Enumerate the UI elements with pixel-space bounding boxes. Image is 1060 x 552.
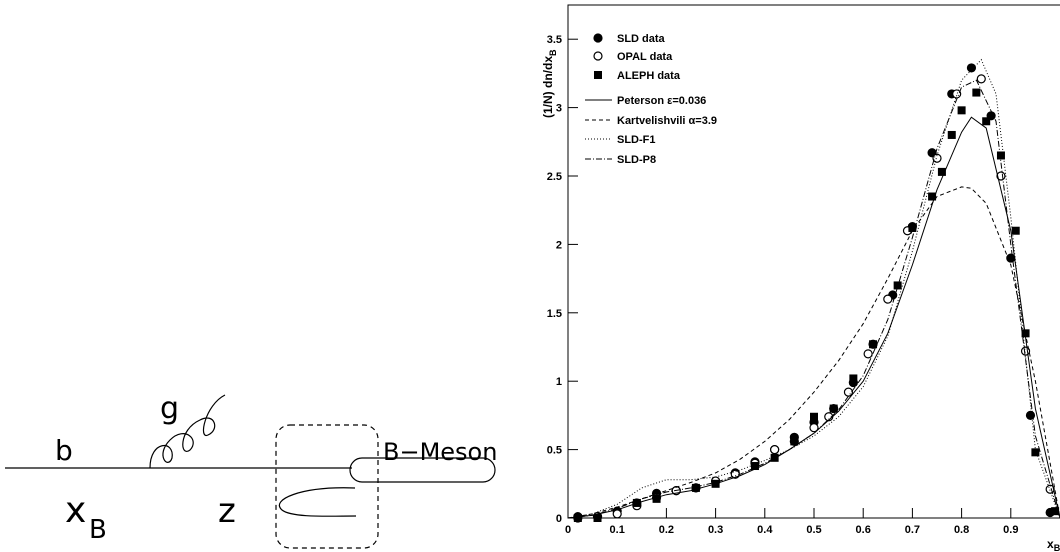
y-tick-label: 3.5	[547, 34, 562, 46]
y-tick-label: 1	[556, 376, 562, 388]
circle-marker	[809, 423, 819, 433]
square-marker	[893, 281, 902, 290]
legend-label: OPAL data	[617, 51, 673, 63]
x-axis-title-main: x	[1047, 537, 1054, 551]
circle-marker	[952, 89, 962, 99]
legend-label: ALEPH data	[617, 70, 681, 82]
hadronisation-box	[275, 424, 379, 549]
gluon-label: g	[160, 391, 179, 426]
square-marker	[869, 340, 878, 349]
plot-frame	[567, 4, 1060, 519]
square-marker	[829, 404, 838, 413]
square-marker	[750, 462, 759, 471]
x-tick-label: 0.1	[610, 524, 625, 536]
square-marker	[652, 494, 661, 503]
square-marker	[908, 223, 917, 232]
meson-label: B−Meson	[383, 438, 497, 466]
square-marker	[982, 117, 991, 126]
fraction-sub: B	[89, 515, 107, 545]
circle-marker	[883, 294, 893, 304]
square-marker	[996, 151, 1005, 160]
y-tick-label: 1.5	[547, 308, 562, 320]
square-marker	[770, 453, 779, 462]
x-tick-label: 0.2	[659, 524, 674, 536]
square-marker	[790, 437, 799, 446]
circle-marker	[593, 51, 603, 61]
square-marker	[947, 130, 956, 139]
x-axis-title-sub: B	[1054, 543, 1060, 552]
circle-marker	[843, 387, 854, 397]
y-tick-label: 2	[556, 239, 562, 251]
gluon	[149, 394, 226, 469]
quark-label: b	[55, 434, 73, 467]
square-marker	[937, 167, 946, 176]
square-marker	[691, 483, 700, 492]
legend-label: SLD-P8	[617, 154, 656, 166]
square-marker	[1051, 507, 1060, 516]
x-tick-label: 0.7	[905, 524, 920, 536]
x-axis-title: xB	[1047, 537, 1060, 552]
legend-label: Kartvelishvili α=3.9	[617, 115, 717, 127]
square-marker	[593, 514, 602, 522]
circle-marker	[932, 153, 942, 163]
curve	[567, 186, 1060, 519]
square-marker	[928, 192, 937, 201]
circle-marker	[976, 74, 986, 84]
circle-marker	[770, 445, 780, 455]
circle-marker	[966, 63, 977, 73]
square-marker	[573, 514, 582, 522]
y-tick-label: 3	[556, 103, 562, 115]
x-tick-label: 0.3	[708, 524, 723, 536]
y-tick-label: 0.5	[547, 445, 562, 457]
circle-marker	[863, 349, 873, 359]
square-marker	[1011, 226, 1020, 235]
square-marker	[972, 88, 981, 97]
legend-label: SLD-F1	[617, 134, 656, 146]
y-axis-title-sub: B	[548, 49, 558, 56]
x-tick-label: 0.8	[954, 524, 969, 536]
square-marker	[849, 374, 858, 383]
meson	[349, 457, 496, 483]
y-tick-label: 0	[556, 513, 562, 525]
legend-label: Peterson ε=0.036	[617, 95, 706, 107]
x-tick-label: 0.6	[856, 524, 871, 536]
square-marker	[594, 71, 602, 79]
fraction-label: x	[65, 490, 86, 531]
x-tick-label: 0.9	[1003, 524, 1018, 536]
y-axis-title-main: (1/N) dn/dx	[541, 56, 555, 118]
square-marker	[1031, 448, 1040, 457]
x-tick-label: 0.5	[806, 524, 821, 536]
x-tick-label: 0	[565, 524, 571, 536]
square-marker	[810, 412, 818, 421]
legend-label: SLD data	[617, 33, 666, 45]
curve	[567, 116, 1060, 519]
curve	[567, 58, 1060, 519]
square-marker	[957, 106, 966, 115]
circle-marker	[612, 509, 622, 519]
y-tick-label: 2.5	[547, 171, 562, 183]
z-label: z	[218, 491, 236, 531]
diagram: b g x B z B−Meson	[5, 391, 497, 549]
chart: (1/N) dn/dxB xB 00.511.522.533.50 0.1 0.2 0…	[541, 4, 1060, 552]
x-tick-label: 0.4	[757, 524, 773, 536]
antiquark	[278, 487, 357, 517]
curve	[567, 79, 1060, 519]
y-axis-title: (1/N) dn/dxB	[541, 49, 558, 118]
circle-marker	[593, 33, 603, 43]
